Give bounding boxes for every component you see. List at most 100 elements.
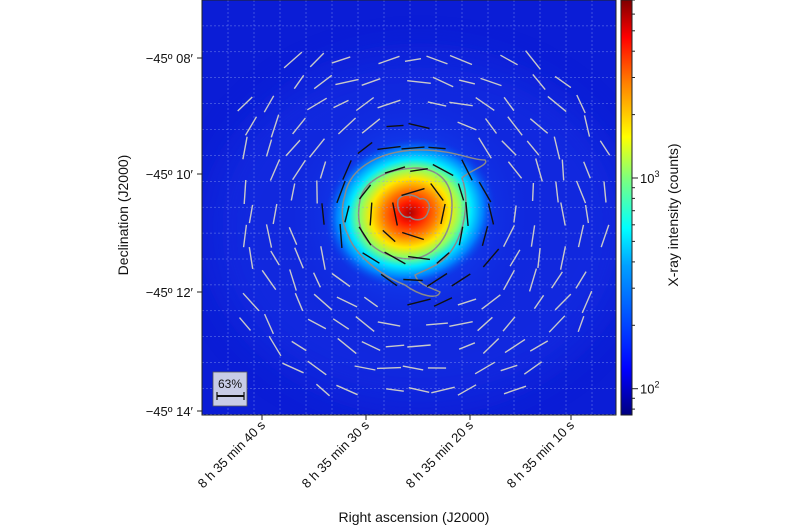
contour-peak [396, 194, 431, 221]
polarization-vector [401, 146, 425, 150]
polarization-vector [294, 292, 304, 312]
polarization-vector [481, 294, 501, 310]
polarization-vector [404, 58, 422, 62]
polarization-vector [331, 272, 351, 288]
polarization-vector [315, 383, 331, 397]
contour-outer [341, 149, 487, 297]
polarization-vector [502, 269, 516, 291]
polarization-vector [342, 160, 352, 180]
y-tick-label: −45º 14′ [146, 404, 194, 419]
polarization-vector [504, 338, 526, 354]
polarization-vector [294, 247, 304, 269]
polarization-vector [407, 80, 431, 84]
polarization-vector [320, 246, 326, 270]
y-tick-label: −45º 08′ [146, 51, 194, 66]
polarization-vector [291, 340, 307, 352]
polarization-vector [408, 255, 430, 261]
colorbar-tick-label: 102 [640, 380, 659, 397]
polarization-vector [477, 316, 493, 332]
x-axis-title: Right ascension (J2000) [339, 509, 490, 525]
x-tick-label: 8 h 35 min 30 s [299, 417, 373, 491]
polarization-vector [285, 139, 301, 157]
polarization-vector [532, 73, 546, 91]
polarization-vector [408, 387, 430, 393]
polarization-vector [272, 203, 278, 225]
polarization-vector [457, 298, 477, 306]
polarization-vector [465, 202, 469, 226]
polarization-vector [354, 365, 376, 371]
colorbar-gradient [620, 0, 633, 416]
polarization-vector [484, 118, 498, 134]
polarization-vector [480, 77, 502, 87]
polarization-vector [306, 97, 328, 111]
polarization-vector [361, 340, 381, 352]
polarization-vector [292, 159, 306, 181]
x-axis-ticks: 8 h 35 min 40 s 8 h 35 min 30 s 8 h 35 min… [195, 415, 577, 491]
polarization-vector [335, 78, 359, 86]
polarization-vector [402, 365, 424, 371]
polarization-vector [554, 293, 572, 311]
polarization-vector [575, 271, 587, 289]
polarization-vector [507, 161, 523, 179]
polarization-vector [531, 182, 535, 202]
polarization-vector [263, 313, 275, 335]
polarization-vector [377, 145, 401, 151]
polarization-vector [427, 101, 447, 107]
y-axis-ticks: −45º 08′ −45º 10′ −45º 12′ −45º 14′ [146, 51, 202, 419]
polarization-vector [283, 51, 303, 69]
polarization-vector [428, 146, 446, 150]
polarization-vector [523, 361, 543, 375]
polarization-vector [289, 269, 297, 291]
polarization-vector [548, 315, 566, 333]
polarization-vector [377, 321, 401, 327]
polarization-vector [333, 99, 349, 109]
polarization-vector [337, 117, 357, 135]
scale-key-box [212, 371, 248, 407]
polarization-vector [410, 168, 428, 172]
polarization-vector [426, 55, 448, 65]
polarization-vector [331, 56, 351, 64]
polarization-vector [502, 224, 516, 248]
polarization-vector [482, 248, 500, 268]
polarization-vector [265, 139, 273, 157]
polarization-vectors [237, 50, 611, 397]
polarization-vector [312, 272, 322, 288]
polarization-vector [553, 136, 561, 160]
coordinate-grid [202, 0, 616, 415]
y-tick-label: −45º 12′ [146, 285, 194, 300]
polarization-vector [449, 54, 473, 66]
scale-key-label: 63% [218, 377, 242, 391]
polarization-vector [357, 141, 373, 155]
polarization-vector [526, 140, 540, 156]
polarization-vector [355, 316, 375, 332]
polarization-vector [430, 183, 444, 201]
polarization-vector [583, 115, 591, 137]
polarization-vector [362, 252, 380, 264]
polarization-vector [551, 271, 563, 289]
polarization-vector [500, 54, 518, 66]
polarization-vector [282, 362, 304, 374]
polarization-vector [392, 202, 398, 226]
polarization-vector [461, 159, 473, 181]
polarization-vector [474, 361, 496, 375]
polarization-vector [336, 296, 358, 308]
polarization-vector [270, 114, 280, 138]
polarization-vector [535, 158, 543, 182]
polarization-vector [457, 384, 477, 396]
polarization-vector [529, 118, 549, 134]
polarization-vector [426, 322, 448, 326]
polarization-vector [336, 180, 346, 204]
polarization-vector [355, 96, 375, 112]
polarization-vector [238, 317, 252, 331]
colorbar-tick-exponent: 2 [654, 380, 659, 390]
polarization-vector [530, 225, 536, 247]
colorbar-tick-exponent: 3 [654, 169, 659, 179]
colorbar-tick-label: 103 [640, 169, 659, 186]
polarization-vector [265, 224, 273, 248]
polarization-vector [263, 95, 275, 113]
y-tick-label: −45º 10′ [146, 167, 194, 182]
polarization-vector [244, 116, 258, 136]
polarization-vector [583, 161, 591, 179]
polarization-vector [269, 159, 281, 181]
polarization-vector [576, 94, 586, 114]
